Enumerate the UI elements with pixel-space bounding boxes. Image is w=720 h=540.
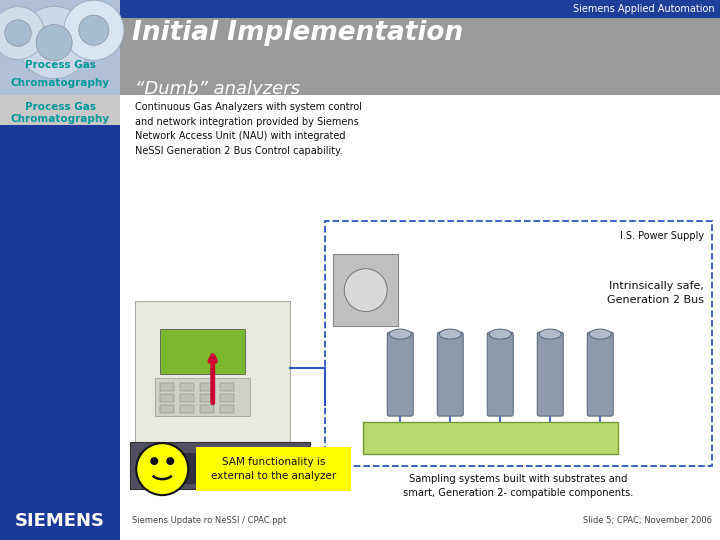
Bar xyxy=(120,0,720,94)
Bar xyxy=(200,405,215,413)
Circle shape xyxy=(344,269,387,312)
Bar xyxy=(0,94,120,125)
Text: Slide 5; CPAC; November 2006: Slide 5; CPAC; November 2006 xyxy=(583,516,712,525)
Bar xyxy=(0,501,120,540)
Ellipse shape xyxy=(390,329,411,339)
Bar xyxy=(197,447,351,491)
Text: Initial Implementation: Initial Implementation xyxy=(132,20,464,46)
Circle shape xyxy=(64,0,124,60)
Bar xyxy=(130,442,310,489)
Bar xyxy=(363,422,618,454)
FancyBboxPatch shape xyxy=(387,332,413,416)
Bar xyxy=(135,301,290,446)
Text: Process Gas: Process Gas xyxy=(24,59,96,70)
Bar xyxy=(156,378,251,416)
Text: Siemens Applied Automation: Siemens Applied Automation xyxy=(573,4,715,14)
Bar xyxy=(0,0,120,94)
Bar xyxy=(200,394,215,402)
Circle shape xyxy=(150,457,158,465)
FancyBboxPatch shape xyxy=(537,332,563,416)
Bar xyxy=(333,254,398,326)
Text: I.S. Power Supply: I.S. Power Supply xyxy=(620,231,704,241)
Text: Chromatography: Chromatography xyxy=(11,78,109,87)
FancyBboxPatch shape xyxy=(437,332,463,416)
Text: SIEMENS: SIEMENS xyxy=(15,511,105,530)
Bar xyxy=(180,405,194,413)
Bar xyxy=(120,501,720,540)
Text: Chromatography: Chromatography xyxy=(11,114,109,125)
Bar xyxy=(161,383,174,391)
Bar xyxy=(180,383,194,391)
Text: Process Gas: Process Gas xyxy=(24,102,96,111)
Bar xyxy=(325,221,712,466)
Ellipse shape xyxy=(490,329,511,339)
Ellipse shape xyxy=(439,329,462,339)
Bar xyxy=(220,383,234,391)
Bar xyxy=(220,394,234,402)
Bar xyxy=(120,0,720,18)
Bar xyxy=(220,405,234,413)
Text: SAM functionality is
external to the analyzer: SAM functionality is external to the ana… xyxy=(211,457,336,481)
Ellipse shape xyxy=(589,329,611,339)
Text: Continuous Gas Analyzers with system control
and network integration provided by: Continuous Gas Analyzers with system con… xyxy=(135,103,362,156)
Circle shape xyxy=(78,15,109,45)
Circle shape xyxy=(18,6,90,79)
FancyBboxPatch shape xyxy=(487,332,513,416)
Circle shape xyxy=(36,24,72,60)
FancyBboxPatch shape xyxy=(588,332,613,416)
Ellipse shape xyxy=(539,329,562,339)
Text: “Dumb” analyzers: “Dumb” analyzers xyxy=(135,80,300,98)
Bar xyxy=(180,394,194,402)
Text: Siemens Update ro NeSSI / CPAC.ppt: Siemens Update ro NeSSI / CPAC.ppt xyxy=(132,516,287,525)
Bar xyxy=(161,329,246,374)
Circle shape xyxy=(5,20,31,46)
Bar xyxy=(200,383,215,391)
Text: Sampling systems built with substrates and
smart, Generation 2- compatible compo: Sampling systems built with substrates a… xyxy=(403,474,634,498)
Text: Intrinsically safe,
Generation 2 Bus: Intrinsically safe, Generation 2 Bus xyxy=(607,281,704,305)
Circle shape xyxy=(0,6,45,59)
Bar xyxy=(161,394,174,402)
Circle shape xyxy=(166,457,174,465)
Bar xyxy=(138,452,293,484)
Bar xyxy=(161,405,174,413)
Bar xyxy=(0,0,120,540)
Circle shape xyxy=(136,443,188,495)
